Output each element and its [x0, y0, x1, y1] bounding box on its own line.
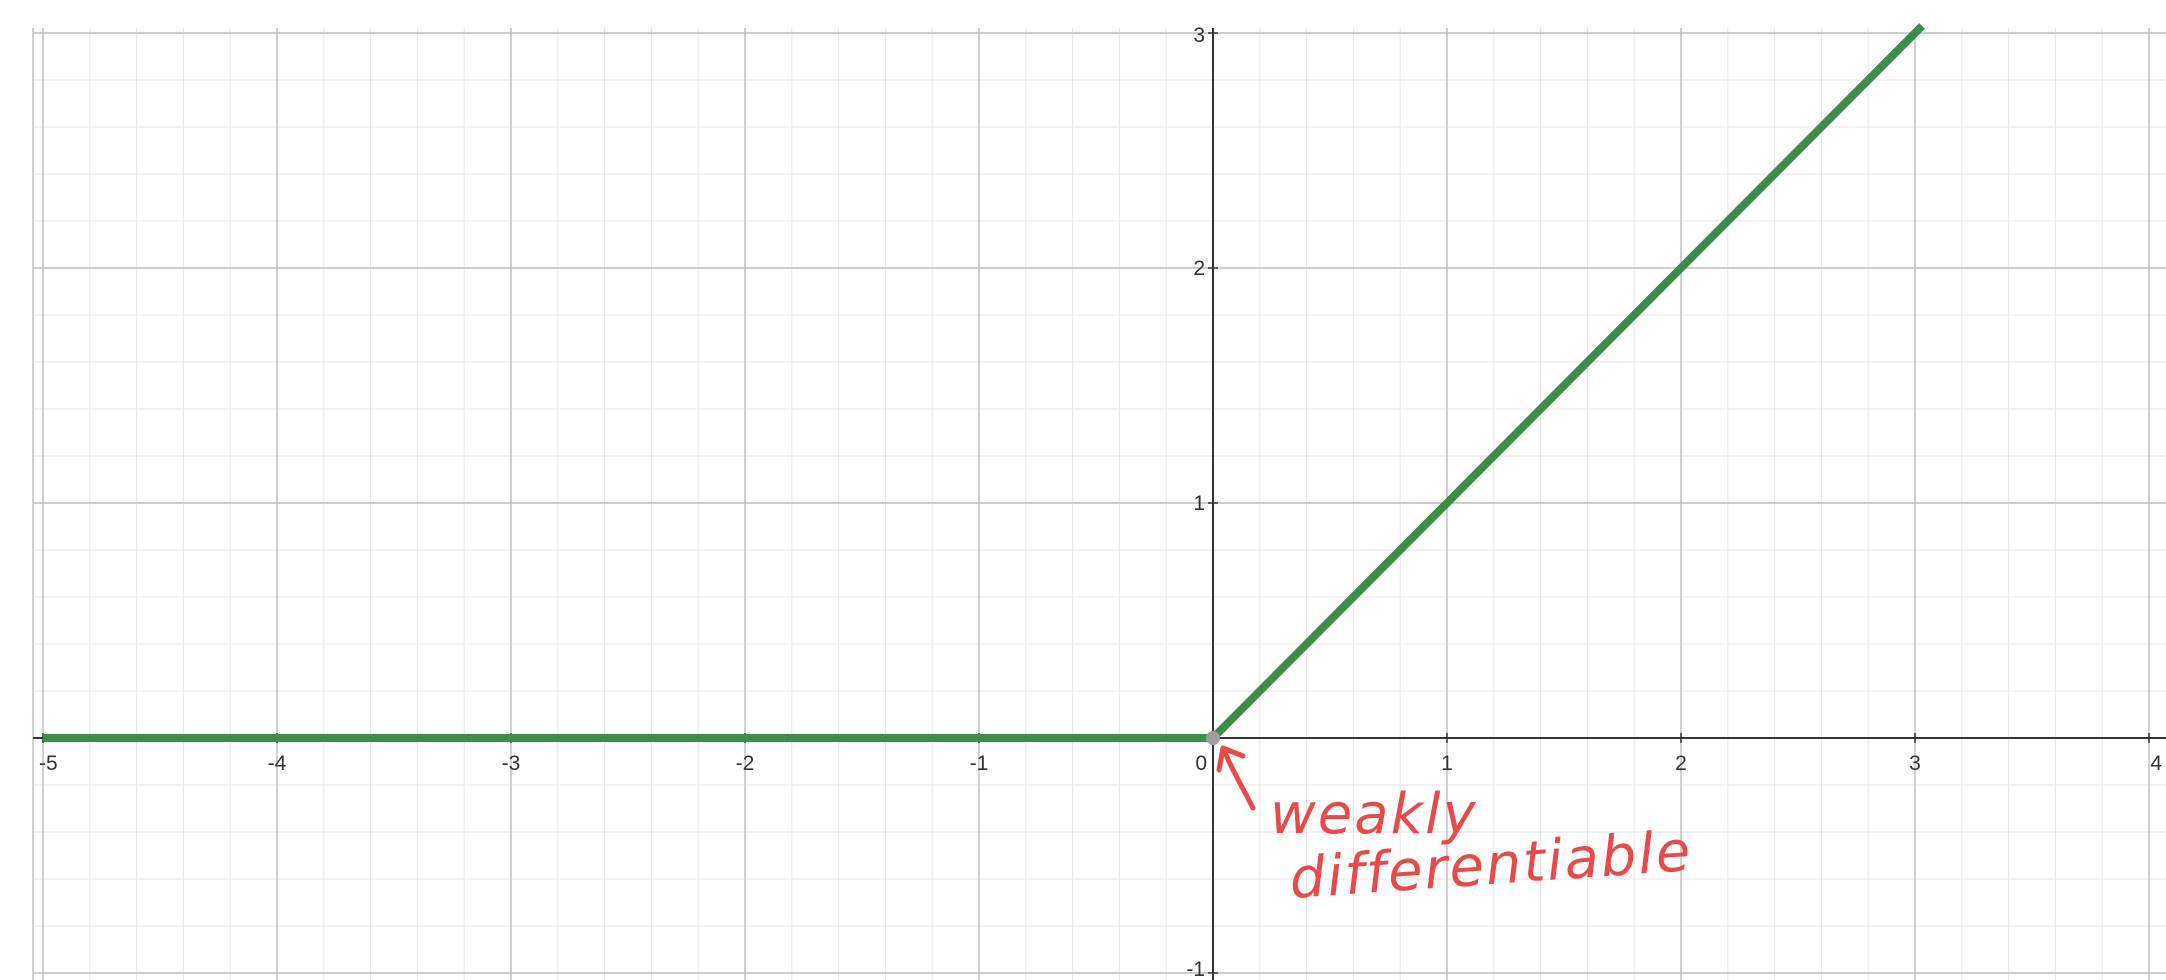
series-layer: [43, 23, 1925, 745]
x-tick-label: 3: [1909, 752, 1921, 775]
x-tick-label: 1: [1441, 752, 1453, 775]
y-tick-label: -1: [1186, 958, 1205, 980]
annotation-arrow: [1216, 745, 1256, 811]
minor-grid: [33, 28, 2166, 980]
x-tick-label: -4: [268, 752, 287, 775]
x-tick-label: 2: [1675, 752, 1687, 775]
kink-point-marker: [1206, 731, 1220, 745]
x-tick-label: -1: [970, 752, 989, 775]
major-grid: [32, 28, 2166, 980]
x-tick-label: -2: [736, 752, 755, 775]
x-tick-label: -3: [502, 752, 521, 775]
x-tick-label: 0: [1195, 752, 1207, 775]
tick-labels: -5 -4 -3 -2 -1 0 1 2 3 4 -1 1 2 3: [39, 24, 2162, 980]
y-tick-label: 2: [1193, 257, 1205, 280]
y-tick-label: 3: [1193, 24, 1205, 47]
x-tick-label: -5: [39, 752, 58, 775]
annotation-line-1: weakly: [1270, 782, 1478, 847]
y-tick-label: 1: [1193, 492, 1205, 515]
x-tick-label: 4: [2150, 752, 2162, 775]
